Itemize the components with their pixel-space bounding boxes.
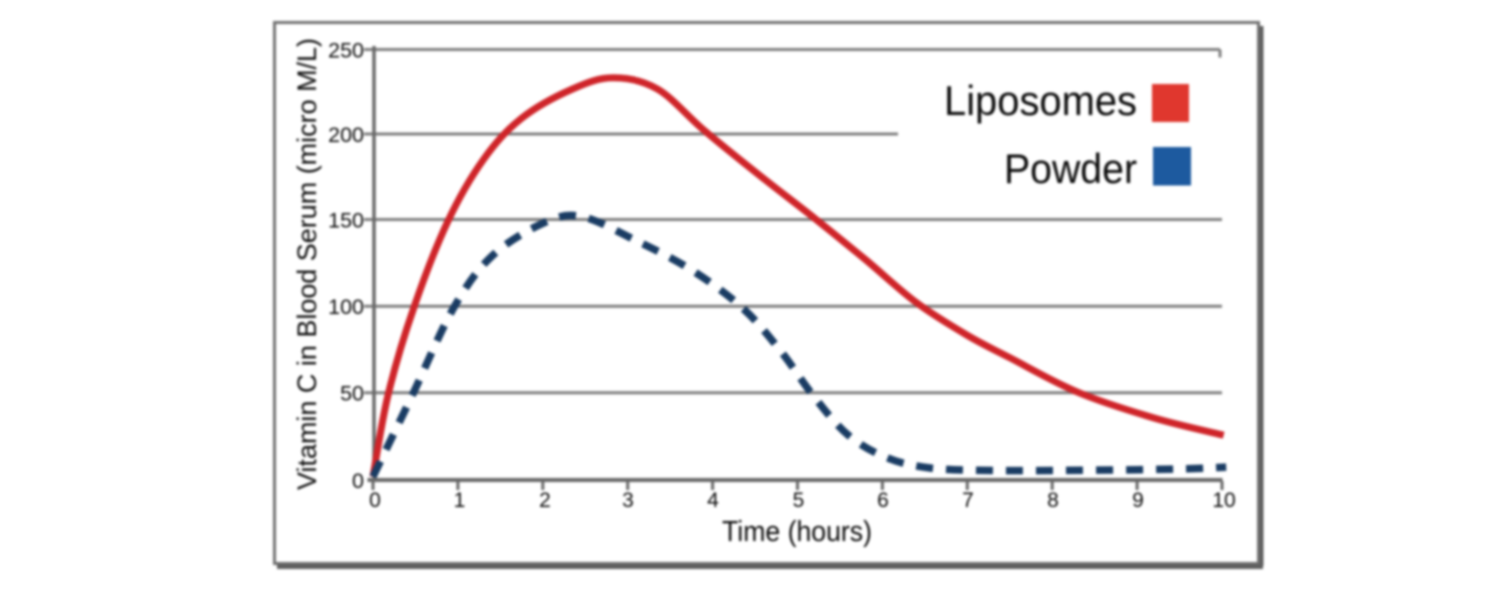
svg-text:0: 0 <box>369 489 381 512</box>
svg-text:10: 10 <box>1212 489 1235 512</box>
svg-text:2: 2 <box>539 489 551 512</box>
svg-text:200: 200 <box>328 123 364 147</box>
svg-text:50: 50 <box>340 382 364 406</box>
svg-text:150: 150 <box>328 209 364 233</box>
svg-text:4: 4 <box>707 489 719 512</box>
svg-text:7: 7 <box>962 489 974 512</box>
svg-text:1: 1 <box>454 489 466 512</box>
svg-text:Time (hours): Time (hours) <box>722 516 872 548</box>
svg-text:8: 8 <box>1047 489 1059 512</box>
svg-text:250: 250 <box>328 39 364 63</box>
svg-text:3: 3 <box>622 489 634 512</box>
svg-text:9: 9 <box>1132 489 1144 512</box>
svg-text:Liposomes: Liposomes <box>944 77 1137 124</box>
svg-text:Vitamin C in Blood Serum (micr: Vitamin C in Blood Serum (micro M/L) <box>292 38 322 490</box>
svg-text:5: 5 <box>793 489 805 512</box>
svg-text:0: 0 <box>352 469 364 493</box>
svg-text:Powder: Powder <box>1004 145 1137 192</box>
svg-text:6: 6 <box>877 489 889 512</box>
svg-text:100: 100 <box>328 295 364 319</box>
